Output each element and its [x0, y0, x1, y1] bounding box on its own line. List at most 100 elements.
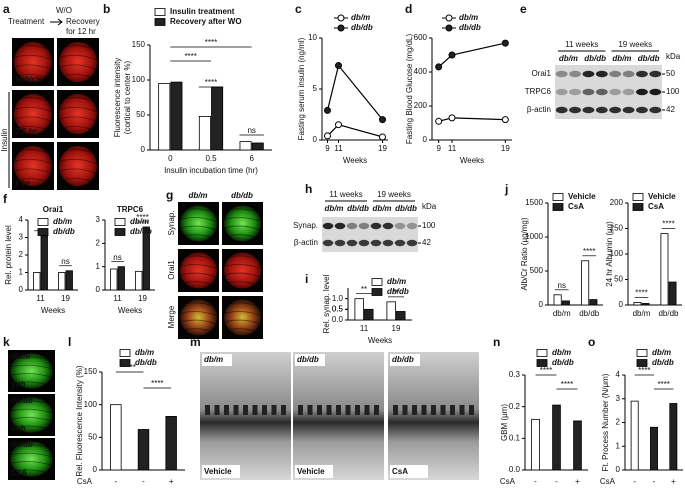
band — [649, 70, 662, 78]
y-tick-label: 500 — [530, 266, 544, 275]
bar — [142, 226, 150, 291]
legend-label: db/m — [53, 217, 72, 226]
point — [335, 62, 342, 70]
x-tick-label: - — [114, 477, 117, 486]
bar — [165, 416, 177, 471]
panel-letter: h — [305, 182, 312, 196]
y-tick-label: 1 — [19, 268, 24, 277]
micrograph-texture — [10, 444, 53, 449]
legend-swatch — [37, 228, 49, 236]
y-tick-label: 0.5 — [332, 304, 344, 313]
label: db/m — [204, 355, 223, 364]
legend-label: db/m — [387, 277, 406, 286]
label: db/db — [395, 204, 417, 213]
y-axis-label: Fasting serum insulin (ng/ml) — [297, 37, 306, 140]
label: db/db — [584, 54, 606, 63]
panel-letter: k — [3, 335, 10, 349]
micrograph-texture — [59, 126, 97, 132]
x-tick-label: + — [575, 477, 580, 486]
y-axis-label: Rel. Fluorescence Intensity (%) — [75, 365, 84, 476]
x-tick-label: - — [633, 477, 636, 486]
x-tick-label: - — [653, 477, 656, 486]
micrograph-texture — [59, 116, 97, 122]
y-tick-label: 1 — [96, 262, 101, 271]
micrograph-texture — [10, 373, 53, 378]
legend-swatch — [636, 359, 648, 367]
micrograph-texture — [59, 158, 97, 164]
band — [322, 239, 334, 247]
point — [448, 114, 456, 122]
label-box — [295, 354, 325, 366]
legend-label: db/db — [135, 358, 157, 367]
foot-process — [233, 405, 239, 415]
label: kDa — [422, 202, 437, 211]
micrograph-texture — [224, 264, 261, 269]
micrograph-texture — [14, 45, 52, 51]
bar — [573, 420, 582, 471]
bar — [33, 272, 41, 291]
bar — [65, 270, 73, 291]
bar — [211, 86, 224, 151]
annotation: **** — [662, 220, 674, 229]
x-axis-label: CsA — [600, 477, 616, 486]
legend-label: db/db — [652, 358, 674, 367]
label-box — [390, 465, 428, 478]
y-tick-label: 1000 — [525, 232, 543, 241]
band — [649, 106, 662, 114]
x-tick-label: 9 — [325, 144, 330, 153]
label: 19 weeks — [377, 190, 411, 199]
foot-process — [298, 405, 303, 415]
panel-letter: e — [520, 2, 527, 16]
y-tick-label: 0 — [313, 135, 318, 144]
micrograph-texture — [59, 97, 97, 103]
x-tick-label: 11 — [360, 324, 369, 333]
foot-process — [459, 405, 465, 415]
micrograph-texture — [14, 178, 52, 184]
label: db/m — [324, 204, 343, 213]
x-tick-label: 19 — [61, 294, 70, 303]
x-tick-label: db/db — [658, 309, 679, 318]
foot-process — [355, 405, 360, 415]
foot-process — [252, 405, 258, 415]
y-tick-label: 0 — [616, 465, 621, 474]
point — [435, 63, 443, 71]
band — [555, 70, 568, 78]
legend-swatch — [37, 218, 49, 226]
y-tick-label: 10 — [308, 33, 317, 42]
label: 19 weeks — [618, 40, 652, 49]
legend-swatch — [371, 288, 383, 296]
label-box — [202, 354, 232, 366]
x-tick-label: 19 — [501, 144, 510, 153]
x-tick-label: - — [534, 477, 537, 486]
micrograph-texture — [59, 149, 97, 155]
x-axis-label: CsA — [500, 477, 516, 486]
x-axis-label: Weeks — [460, 156, 484, 165]
y-tick-label: 0.2 — [509, 402, 521, 411]
panel-letter: m — [190, 335, 201, 349]
micrograph-texture — [224, 217, 261, 222]
micrograph-texture — [10, 469, 53, 475]
label: Merge — [167, 305, 176, 328]
band — [582, 88, 595, 96]
legend-label: db/m — [459, 13, 478, 22]
bar — [552, 404, 561, 471]
micrograph-signal — [59, 145, 97, 187]
annotation: **** — [540, 366, 552, 375]
point — [324, 106, 331, 114]
micrograph-texture — [180, 225, 217, 231]
foot-process — [412, 405, 417, 415]
micrograph — [293, 352, 384, 480]
label: db/db — [11, 396, 33, 405]
micrograph-texture — [14, 97, 52, 103]
y-tick-label: 3 — [19, 233, 24, 242]
x-tick-label: 11 — [36, 294, 45, 303]
foot-process — [271, 405, 277, 415]
micrograph-texture — [10, 452, 53, 458]
band — [394, 239, 406, 247]
label: Synap. — [167, 211, 176, 236]
x-tick-label: 11 — [334, 144, 343, 153]
y-tick-label: 150 — [132, 40, 146, 49]
micrograph-texture — [180, 281, 217, 286]
label: db/db — [638, 54, 660, 63]
x-axis-label: Insulin incubation time (hr) — [164, 166, 258, 175]
